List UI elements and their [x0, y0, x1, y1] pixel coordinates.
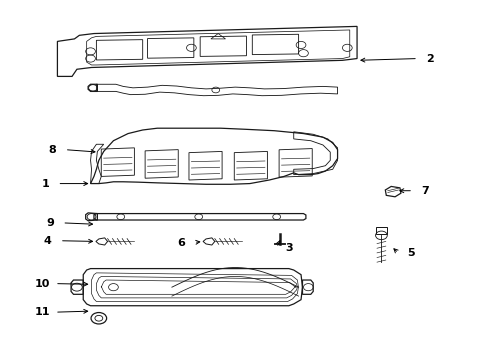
Text: 8: 8	[49, 145, 56, 155]
Text: 5: 5	[407, 248, 415, 258]
Text: 6: 6	[178, 238, 186, 248]
Text: 4: 4	[44, 236, 51, 246]
Text: 3: 3	[285, 243, 293, 253]
Text: 2: 2	[426, 54, 434, 64]
Text: 1: 1	[41, 179, 49, 189]
Text: 9: 9	[46, 218, 54, 228]
Text: 11: 11	[35, 307, 50, 317]
Text: 10: 10	[35, 279, 50, 289]
Text: 7: 7	[421, 186, 429, 196]
